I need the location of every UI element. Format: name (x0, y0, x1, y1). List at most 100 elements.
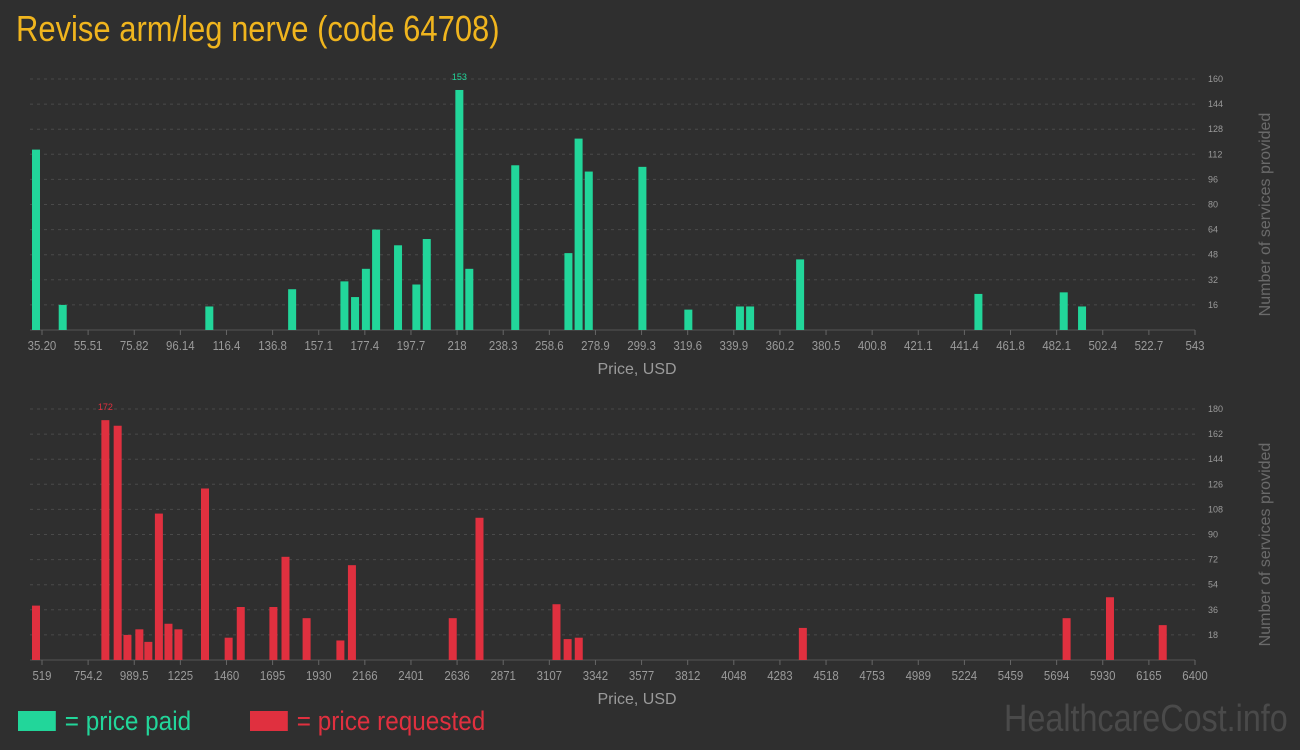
x-tick-label: 1695 (260, 668, 286, 683)
bar (394, 245, 403, 330)
bar (465, 268, 474, 330)
x-tick-label: 55.51 (74, 338, 103, 353)
bar (798, 627, 807, 660)
bar (796, 259, 805, 330)
bar (584, 171, 593, 330)
bar (288, 289, 297, 330)
x-tick-label: 75.82 (120, 338, 149, 353)
y-tick-label: 160 (1208, 74, 1223, 84)
x-tick-label: 258.6 (535, 338, 564, 353)
legend-requested-swatch (250, 711, 288, 731)
bar (336, 640, 345, 660)
y-tick-label: 18 (1208, 630, 1218, 640)
x-tick-label: 4048 (721, 668, 747, 683)
bar (205, 306, 214, 330)
y-tick-label: 180 (1208, 404, 1223, 414)
bar (511, 165, 520, 330)
bar (224, 637, 233, 660)
bar (58, 304, 67, 330)
x-tick-label: 1930 (306, 668, 332, 683)
y-tick-label: 112 (1208, 149, 1222, 159)
bar (32, 149, 40, 330)
bar (448, 618, 457, 660)
bar (574, 637, 583, 660)
y-tick-label: 144 (1208, 454, 1223, 464)
bar (372, 229, 381, 330)
y-tick-label: 96 (1208, 174, 1218, 184)
bar (574, 138, 583, 330)
x-tick-label: 96.14 (166, 338, 195, 353)
x-axis-title: Price, USD (597, 361, 676, 378)
x-tick-label: 441.4 (950, 338, 979, 353)
y-tick-label: 90 (1208, 530, 1218, 540)
x-tick-label: 177.4 (351, 338, 380, 353)
bar (340, 281, 349, 330)
legend-price-paid: = price paid (18, 704, 191, 738)
legend-paid-label: = price paid (64, 705, 192, 736)
x-tick-label: 299.3 (627, 338, 656, 353)
x-tick-label: 6400 (1182, 668, 1208, 683)
x-tick-label: 116.4 (213, 338, 241, 353)
y-tick-label: 126 (1208, 479, 1223, 489)
peak-value-label: 153 (452, 72, 467, 82)
x-tick-label: 136.8 (258, 338, 287, 353)
x-tick-label: 5694 (1044, 668, 1070, 683)
x-tick-label: 400.8 (858, 338, 887, 353)
bar (144, 641, 153, 660)
x-tick-label: 3342 (583, 668, 609, 683)
price-paid-chart: 16 32 48 64 80 96 112 128 144 160 35.20 55.51 75.82 9… (28, 72, 1274, 378)
bar (302, 618, 311, 660)
x-tick-label: 3812 (675, 668, 701, 683)
bar (164, 623, 173, 660)
x-tick-label: 4989 (906, 668, 932, 683)
bar (422, 239, 431, 330)
bar (974, 293, 983, 330)
bar (1078, 306, 1087, 330)
bar (236, 607, 245, 660)
y-tick-label: 36 (1208, 605, 1218, 615)
bar (123, 634, 132, 660)
bar (563, 639, 572, 660)
x-tick-label: 1225 (168, 668, 194, 683)
bar (200, 488, 209, 660)
x-tick-label: 197.7 (397, 338, 426, 353)
x-tick-label: 754.2 (74, 668, 103, 683)
bar (552, 604, 561, 660)
x-tick-label: 522.7 (1135, 338, 1164, 353)
bar (564, 253, 573, 330)
y-axis-title: Number of services provided (1257, 443, 1274, 647)
legend-price-requested: = price requested (250, 704, 485, 738)
x-tick-label: 35.20 (28, 338, 57, 353)
x-tick-label: 4283 (767, 668, 793, 683)
x-tick-label: 2636 (444, 668, 470, 683)
x-tick-label: 339.9 (719, 338, 748, 353)
y-tick-label: 108 (1208, 504, 1223, 514)
x-tick-label: 989.5 (120, 668, 149, 683)
x-tick-label: 238.3 (489, 338, 518, 353)
y-tick-label: 16 (1208, 300, 1218, 310)
x-tick-label: 543 (1185, 338, 1204, 353)
x-tick-label: 502.4 (1088, 338, 1117, 353)
y-tick-label: 80 (1208, 200, 1218, 210)
x-tick-label: 421.1 (904, 338, 933, 353)
y-tick-label: 144 (1208, 99, 1223, 109)
bar (455, 89, 464, 330)
x-tick-label: 278.9 (581, 338, 610, 353)
watermark: HealthcareCost.info (1004, 698, 1288, 740)
x-tick-label: 3577 (629, 668, 655, 683)
x-tick-label: 2166 (352, 668, 378, 683)
bar (269, 607, 278, 660)
page-title: Revise arm/leg nerve (code 64708) (16, 8, 500, 49)
x-tick-label: 4753 (859, 668, 885, 683)
y-tick-label: 64 (1208, 225, 1218, 235)
bar (174, 629, 183, 660)
price-requested-chart: 18 36 54 72 90 108 126 144 162 180 519 754.2 989.5 12… (30, 402, 1274, 708)
x-tick-label: 2871 (490, 668, 516, 683)
bar (1059, 292, 1068, 330)
x-tick-label: 5930 (1090, 668, 1116, 683)
y-tick-label: 48 (1208, 250, 1218, 260)
y-tick-label: 32 (1208, 275, 1218, 285)
y-tick-label: 72 (1208, 555, 1218, 565)
x-tick-label: 3107 (537, 668, 563, 683)
y-tick-label: 54 (1208, 580, 1218, 590)
